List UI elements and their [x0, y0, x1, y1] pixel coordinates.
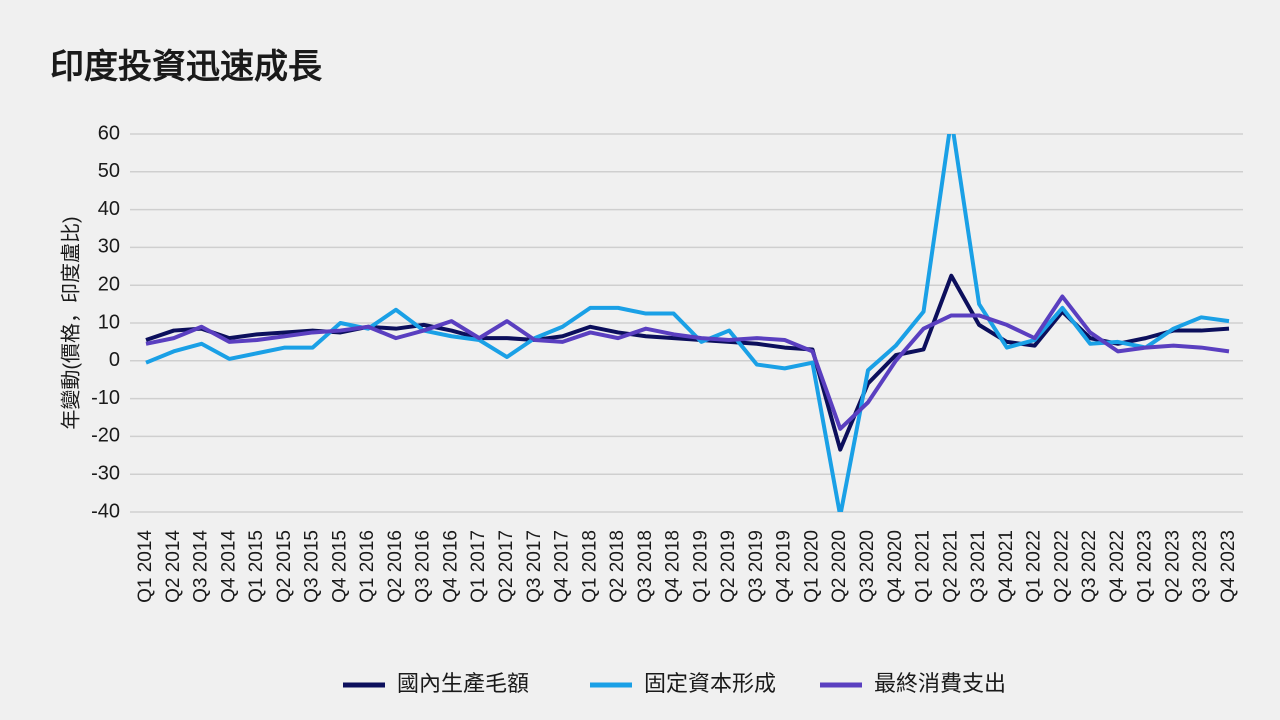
chart-title: 印度投資迅速成長 — [50, 48, 323, 86]
y-tick-label: -40 — [91, 500, 120, 522]
x-tick-label: Q4 2017 — [552, 530, 573, 603]
x-tick-label: Q2 2023 — [1162, 530, 1183, 603]
x-tick-label: Q2 2014 — [163, 530, 184, 603]
x-tick-label: Q3 2022 — [1079, 530, 1100, 603]
x-tick-label: Q2 2017 — [496, 530, 517, 603]
x-tick-label: Q2 2018 — [607, 530, 628, 603]
y-tick-label: 50 — [98, 160, 120, 182]
legend-label: 國內生產毛額 — [397, 671, 529, 696]
x-tick-label: Q3 2015 — [302, 530, 323, 603]
x-tick-label: Q4 2022 — [1107, 530, 1128, 603]
data-line — [145, 134, 1230, 512]
y-tick-label: 40 — [98, 198, 120, 220]
x-tick-label: Q4 2016 — [440, 530, 461, 603]
plot-area — [145, 134, 1230, 512]
y-tick-label: 10 — [98, 311, 120, 333]
x-tick-label: Q2 2019 — [718, 530, 739, 603]
y-tick-label: -20 — [91, 425, 120, 447]
y-tick-label: 20 — [98, 273, 120, 295]
x-tick-label: Q1 2014 — [135, 530, 156, 603]
x-tick-label: Q3 2021 — [968, 530, 989, 603]
x-tick-label: Q2 2015 — [274, 530, 295, 603]
x-tick-label: Q2 2016 — [385, 530, 406, 603]
x-tick-label: Q3 2016 — [413, 530, 434, 603]
x-tick-label: Q3 2023 — [1190, 530, 1211, 603]
y-tick-label: 0 — [109, 349, 120, 371]
x-tick-label: Q4 2019 — [774, 530, 795, 603]
x-tick-label: Q1 2017 — [468, 530, 489, 603]
y-tick-label: 60 — [98, 122, 120, 144]
x-tick-label: Q1 2018 — [579, 530, 600, 603]
x-tick-label: Q1 2022 — [1024, 530, 1045, 603]
x-tick-label: Q4 2021 — [996, 530, 1017, 603]
x-tick-label: Q4 2014 — [218, 530, 239, 603]
x-tick-label: Q4 2023 — [1218, 530, 1239, 603]
x-tick-label: Q1 2021 — [913, 530, 934, 603]
legend-label: 最終消費支出 — [874, 671, 1006, 696]
x-tick-label: Q4 2015 — [329, 530, 350, 603]
x-tick-label: Q1 2020 — [801, 530, 822, 603]
y-tick-label: -10 — [91, 387, 120, 409]
y-tick-label: -30 — [91, 462, 120, 484]
x-tick-label: Q3 2014 — [191, 530, 212, 603]
x-tick-label: Q3 2020 — [857, 530, 878, 603]
x-tick-label: Q4 2018 — [663, 530, 684, 603]
y-axis-label: 年變動(價格，印度盧比) — [59, 216, 82, 429]
x-tick-label: Q2 2021 — [940, 530, 961, 603]
x-tick-label: Q2 2020 — [829, 530, 850, 603]
x-tick-label: Q4 2020 — [885, 530, 906, 603]
x-tick-label: Q2 2022 — [1051, 530, 1072, 603]
x-tick-label: Q1 2016 — [357, 530, 378, 603]
x-tick-label: Q1 2019 — [690, 530, 711, 603]
y-tick-label: 30 — [98, 236, 120, 258]
x-tick-label: Q1 2023 — [1135, 530, 1156, 603]
x-tick-label: Q3 2019 — [746, 530, 767, 603]
data-line — [145, 294, 1230, 431]
x-tick-label: Q3 2017 — [524, 530, 545, 603]
x-tick-label: Q1 2015 — [246, 530, 267, 603]
x-tick-label: Q3 2018 — [635, 530, 656, 603]
legend-label: 固定資本形成 — [644, 671, 776, 696]
